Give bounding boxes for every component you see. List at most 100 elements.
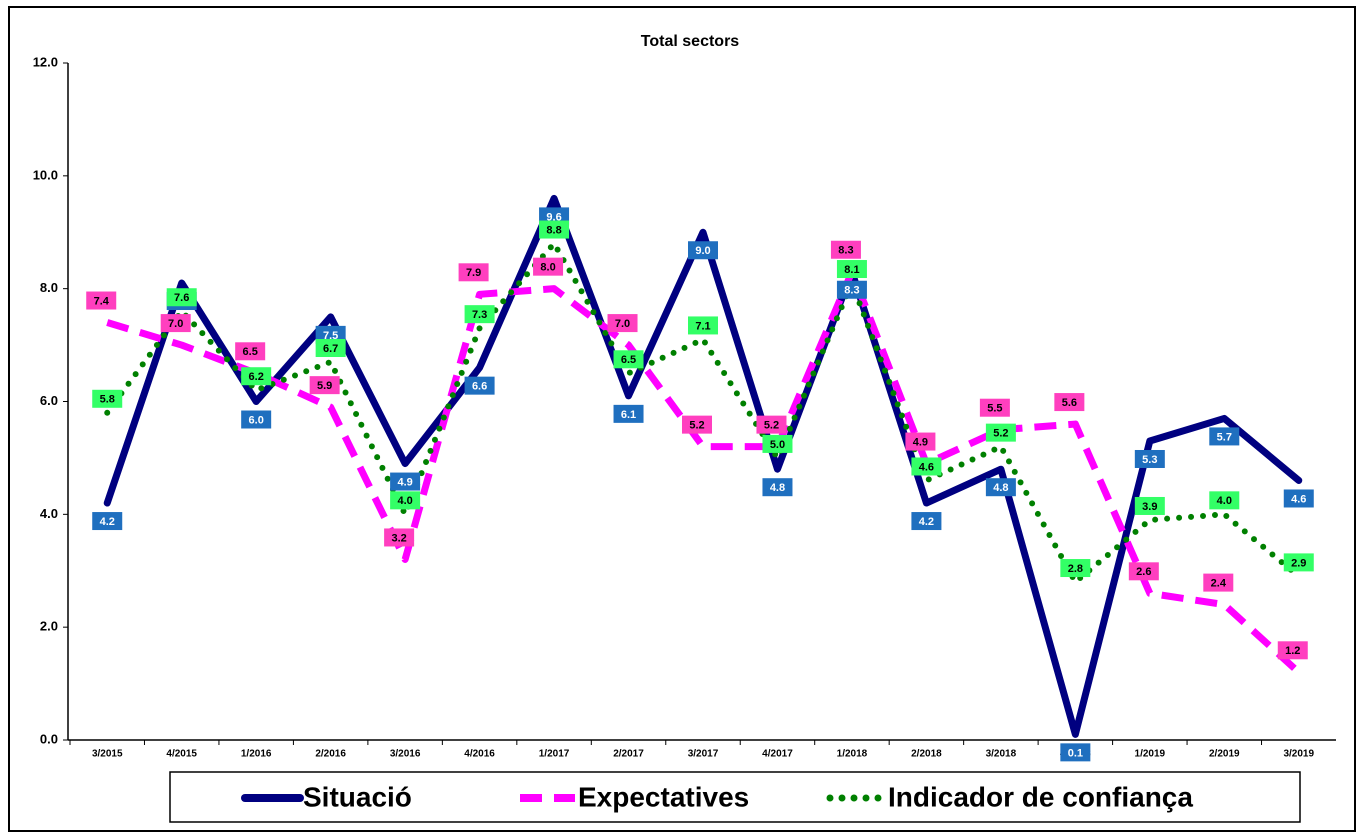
data-label: 7.4	[94, 295, 110, 307]
data-label: 2.8	[1068, 563, 1083, 575]
data-label-box	[1209, 427, 1240, 446]
data-label: 5.7	[1217, 431, 1232, 443]
legend-label: Indicador de confiança	[888, 781, 1193, 812]
data-label: 9.6	[546, 211, 561, 223]
data-label: 5.2	[689, 420, 704, 432]
data-label: 4.8	[993, 482, 1008, 494]
data-label-box	[539, 220, 570, 239]
data-label: 6.6	[472, 381, 487, 393]
data-label-box	[166, 288, 197, 307]
data-label: 5.8	[100, 394, 115, 406]
data-label-box	[688, 241, 718, 260]
data-label: 3.2	[391, 532, 406, 544]
series-line	[104, 240, 1302, 586]
data-label-box	[533, 257, 564, 276]
data-label: 6.0	[249, 414, 264, 426]
x-tick-label: 3/2018	[986, 749, 1017, 760]
data-label: 6.5	[621, 354, 636, 366]
data-label: 6.5	[243, 346, 258, 358]
data-label-box	[1134, 449, 1165, 468]
data-label-box	[390, 491, 421, 510]
data-label-box	[235, 342, 266, 361]
data-label-box	[1283, 489, 1314, 508]
data-label: 5.5	[987, 403, 1002, 415]
data-label: 2.6	[1136, 566, 1151, 578]
data-label: 3.9	[1142, 501, 1157, 513]
legend-box	[169, 771, 1301, 823]
data-label-box	[613, 350, 644, 369]
data-label-box	[911, 512, 942, 531]
y-tick-label: 8.0	[40, 280, 58, 295]
data-label-box	[241, 410, 272, 429]
data-label-box	[1128, 562, 1159, 581]
data-label-box	[1060, 559, 1091, 578]
data-label-box	[86, 291, 117, 310]
data-label: 4.2	[100, 516, 115, 528]
y-tick-label: 0.0	[40, 731, 58, 746]
data-label: 7.3	[472, 309, 487, 321]
x-tick-label: 3/2019	[1283, 749, 1314, 760]
data-label-box	[836, 280, 867, 299]
data-label: 7.1	[695, 320, 710, 332]
x-tick-label: 1/2019	[1135, 749, 1166, 760]
data-label-box	[1277, 641, 1308, 660]
data-label: 5.2	[993, 428, 1008, 440]
data-label-box	[985, 423, 1016, 442]
y-tick-label: 12.0	[33, 54, 58, 69]
data-label-box	[830, 240, 861, 259]
data-label-box	[905, 432, 936, 451]
data-label: 4.0	[397, 495, 412, 507]
x-tick-label: 1/2018	[837, 749, 868, 760]
data-label: 5.2	[764, 420, 779, 432]
data-label-box	[911, 457, 942, 476]
data-label: 4.8	[770, 482, 785, 494]
data-label: 0.1	[1068, 747, 1083, 759]
chart-title: Total sectors	[641, 33, 740, 50]
data-label: 4.6	[919, 461, 934, 473]
y-tick-label: 10.0	[33, 167, 58, 182]
series-line	[103, 194, 1303, 738]
x-tick-label: 1/2017	[539, 749, 570, 760]
data-label: 5.6	[1062, 397, 1077, 409]
data-label-box	[315, 339, 346, 358]
data-label-box	[836, 260, 867, 279]
data-label: 7.0	[615, 318, 630, 330]
data-label-box	[92, 512, 123, 531]
data-label-box	[92, 389, 123, 408]
y-tick-label: 2.0	[40, 619, 58, 634]
data-label: 4.9	[397, 476, 412, 488]
data-label: 5.3	[1142, 454, 1157, 466]
x-tick-label: 3/2015	[92, 749, 123, 760]
data-label-box	[979, 398, 1010, 417]
series-line	[106, 268, 1302, 675]
legend-label: Situació	[303, 781, 412, 812]
data-label: 5.0	[770, 439, 785, 451]
data-label: 4.2	[919, 516, 934, 528]
data-label: 7.5	[323, 330, 338, 342]
data-label: 4.9	[913, 436, 928, 448]
data-label: 7.0	[168, 318, 183, 330]
data-label: 7.6	[174, 292, 189, 304]
data-label-box	[613, 404, 644, 423]
data-label-box	[1134, 496, 1165, 515]
x-tick-label: 3/2016	[390, 749, 421, 760]
data-label: 6.7	[323, 343, 338, 355]
data-label-box	[682, 415, 712, 434]
data-label: 6.1	[621, 409, 636, 421]
data-label: 6.2	[249, 371, 264, 383]
x-tick-label: 2/2018	[911, 749, 942, 760]
data-label-box	[464, 305, 495, 324]
data-label: 4.6	[1291, 493, 1306, 505]
data-label: 2.4	[1211, 578, 1227, 590]
x-tick-label: 4/2016	[464, 749, 495, 760]
data-label: 8.3	[844, 285, 859, 297]
data-label-box	[1054, 393, 1085, 412]
data-label-box	[384, 528, 415, 547]
legend-label: Expectatives	[578, 781, 749, 812]
y-tick-label: 6.0	[40, 393, 58, 408]
data-label-box	[762, 478, 793, 497]
data-label-box	[1203, 573, 1234, 592]
data-label: 2.9	[1291, 557, 1306, 569]
data-label-box	[607, 314, 638, 333]
